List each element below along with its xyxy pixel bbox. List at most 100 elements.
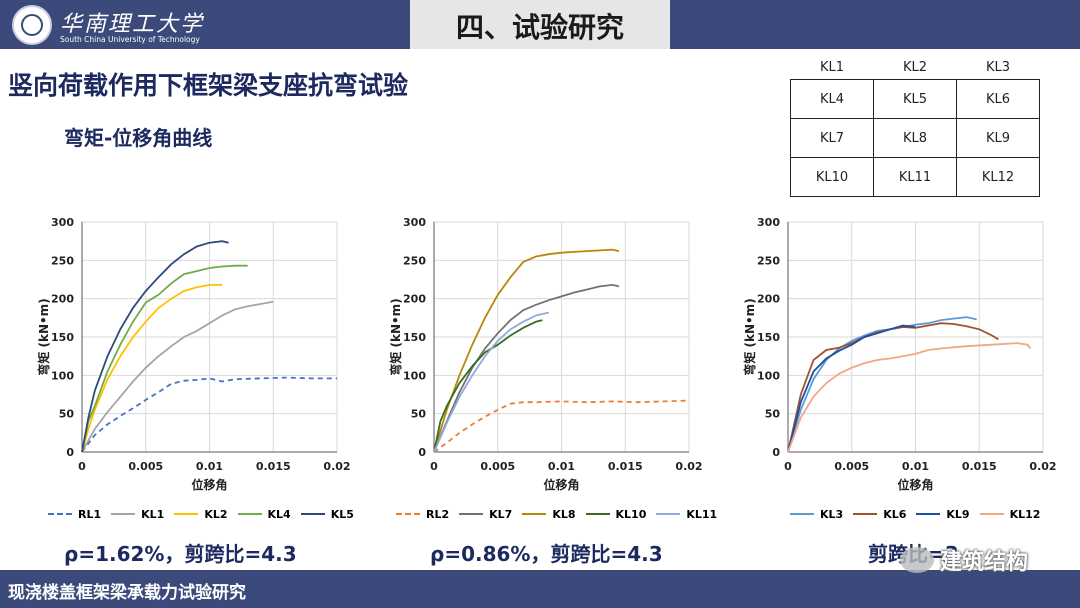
y-tick-label: 100 [403, 369, 426, 382]
watermark: 建筑结构 [900, 544, 1028, 576]
series-line-rl1 [81, 376, 337, 453]
legend-item-kl7: KL7 [459, 504, 512, 524]
legend-swatch [300, 513, 325, 515]
title-box [410, 0, 670, 49]
legend-label: KL1 [141, 507, 165, 521]
table-cell: KL6 [956, 79, 1040, 119]
chart-note-2: ρ=0.86%，剪跨比=4.3 [430, 542, 663, 566]
legend-item-kl6: KL6 [853, 504, 906, 524]
legend-label: KL12 [1009, 507, 1041, 521]
logo-chinese-name: 华南理工大学 [60, 12, 205, 37]
legend-label: KL8 [552, 507, 576, 521]
legend-label: RL2 [426, 507, 450, 521]
series-line-kl9 [787, 324, 916, 453]
series-line-kl2 [81, 284, 223, 453]
legend-item-kl2: KL2 [174, 504, 228, 524]
x-tick-label: 0 [784, 460, 792, 473]
legend-label: KL3 [820, 507, 844, 521]
legend-item-kl10: KL10 [585, 504, 647, 524]
y-tick-label: 300 [51, 216, 74, 229]
legend-swatch [979, 513, 1004, 515]
footer-bar [0, 570, 1080, 608]
legend-swatch [459, 513, 484, 515]
chart-note-1: ρ=1.62%，剪跨比=4.3 [64, 542, 297, 566]
table-cell: KL8 [873, 118, 957, 158]
y-tick-label: 200 [51, 293, 74, 306]
chart-panel-2: 0 0.005 0.01 0.015 0.02 0 50 100 150 200 250 300 位移角… [382, 212, 703, 501]
y-axis-label: 弯矩 (kN•m) [388, 298, 403, 375]
series-line-kl12 [787, 342, 1032, 453]
x-tick-label: 0.02 [1029, 460, 1056, 473]
legend-label: KL10 [615, 507, 647, 521]
series-line-kl10 [433, 319, 543, 453]
table-cell: KL5 [873, 79, 957, 119]
table-cell: KL10 [790, 157, 874, 197]
x-tick-label: 0.005 [128, 460, 163, 473]
legend-label: RL1 [78, 507, 102, 521]
x-axis-label: 位移角 [191, 477, 227, 492]
table-cell: KL7 [790, 118, 874, 158]
chart-panel-3: 0 0.005 0.01 0.015 0.02 0 50 100 150 200 250 300 位移角… [736, 212, 1057, 501]
legend-item-rl1: RL1 [48, 504, 101, 524]
legend-item-kl1: KL1 [111, 504, 164, 524]
section-title: 四、试验研究 [455, 11, 624, 44]
y-tick-label: 250 [51, 254, 74, 267]
series-line-kl5 [81, 240, 229, 453]
series-line-kl8 [433, 248, 620, 453]
legend-label: KL2 [204, 507, 228, 521]
series-line-kl1 [81, 300, 274, 453]
x-tick-label: 0.01 [548, 460, 575, 473]
x-tick-label: 0 [430, 460, 438, 473]
y-tick-label: 250 [757, 254, 780, 267]
y-tick-label: 50 [411, 408, 427, 421]
y-axis-label: 弯矩 (kN•m) [742, 298, 757, 375]
x-tick-label: 0.015 [962, 460, 997, 473]
legend-label: KL7 [489, 507, 513, 521]
legend-swatch [48, 513, 72, 515]
legend-label: KL6 [883, 507, 907, 521]
series-line-kl4 [81, 264, 248, 453]
chart-legend-1: RL1 KL1 KL2 KL4 KL5 [48, 504, 364, 524]
y-tick-label: 300 [757, 216, 780, 229]
legend-swatch [790, 513, 814, 515]
legend-item-kl8: KL8 [522, 504, 576, 524]
chart-legend-3: KL3 KL6 KL9 KL12 [790, 504, 1050, 524]
x-tick-label: 0 [78, 460, 86, 473]
y-tick-label: 150 [757, 331, 780, 344]
series-line-kl11 [433, 311, 550, 453]
legend-item-kl3: KL3 [790, 504, 843, 524]
legend-label: KL4 [267, 507, 291, 521]
legend-swatch [174, 513, 199, 515]
legend-swatch [396, 513, 420, 515]
x-axis-label: 位移角 [543, 477, 579, 492]
wechat-icon [900, 547, 934, 573]
y-tick-label: 50 [765, 408, 781, 421]
legend-swatch [656, 513, 681, 515]
table-cell: KL2 [902, 59, 928, 75]
legend-item-kl12: KL12 [979, 504, 1041, 524]
legend-item-kl4: KL4 [237, 504, 291, 524]
chart-panel-1: 0 0.005 0.01 0.015 0.02 0 50 100 150 200 250 300 位移角… [30, 212, 351, 501]
y-tick-label: 0 [418, 446, 426, 459]
x-tick-label: 0.015 [608, 460, 643, 473]
legend-label: KL9 [946, 507, 970, 521]
x-tick-label: 0.015 [256, 460, 291, 473]
legend-label: KL11 [686, 507, 718, 521]
chart-legend-2: RL2 KL7 KL8 KL10 KL11 [396, 504, 727, 524]
watermark-text: 建筑结构 [940, 550, 1029, 575]
university-logo [12, 5, 52, 45]
legend-item-kl5: KL5 [300, 504, 354, 524]
y-tick-label: 150 [403, 331, 426, 344]
y-tick-label: 0 [66, 446, 74, 459]
y-tick-label: 200 [757, 293, 780, 306]
y-tick-label: 50 [59, 408, 75, 421]
legend-swatch [522, 513, 547, 515]
table-cell: KL9 [956, 118, 1040, 158]
logo-english-name: South China University of Technology [60, 35, 200, 44]
y-axis-label: 弯矩 (kN•m) [36, 298, 51, 375]
y-tick-label: 300 [403, 216, 426, 229]
table-cell: KL3 [985, 59, 1011, 75]
table-cell: KL4 [790, 79, 874, 119]
legend-item-kl9: KL9 [916, 504, 970, 524]
x-tick-label: 0.005 [834, 460, 869, 473]
